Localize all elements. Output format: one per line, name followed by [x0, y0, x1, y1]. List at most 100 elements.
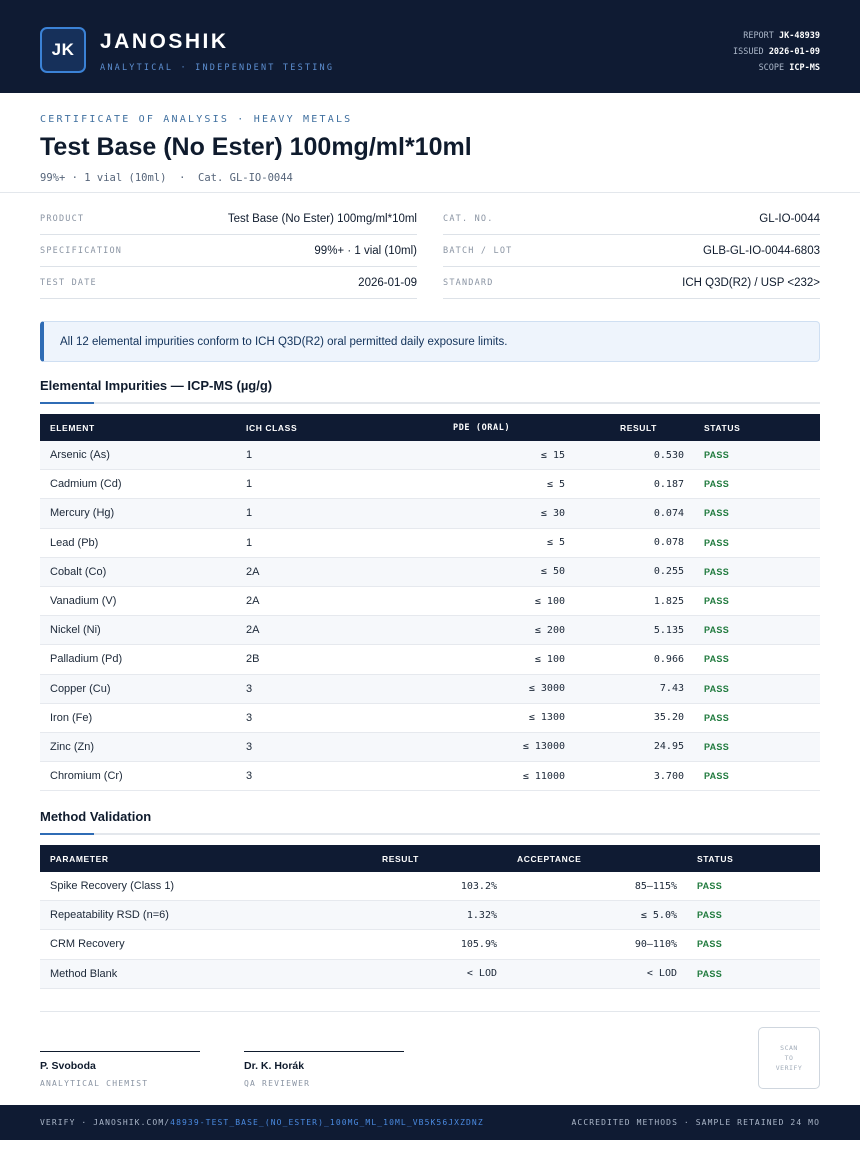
- report-label: REPORT: [743, 31, 774, 41]
- cell-result: 103.2%: [460, 880, 497, 892]
- info-key: BATCH / LOT: [443, 245, 513, 256]
- cell-element: Copper (Cu): [50, 682, 111, 695]
- validation-heading: Method Validation: [40, 809, 152, 824]
- col-result: RESULT: [620, 422, 657, 433]
- info-row: BATCH / LOT GLB-GL-IO-0044-6803: [443, 235, 820, 267]
- info-value: Test Base (No Ester) 100mg/ml*10ml: [227, 212, 417, 225]
- cell-element: Mercury (Hg): [50, 507, 115, 520]
- signature-block: P. Svoboda ANALYTICAL CHEMIST: [40, 1051, 200, 1088]
- scope-label: SCOPE: [758, 63, 785, 73]
- report-header: JK JANOSHIK ANALYTICAL · INDEPENDENT TES…: [0, 0, 860, 93]
- info-value: 2026-01-09: [358, 276, 417, 289]
- page-subtitle: 99%+ · 1 vial (10ml) · Cat. GL-IO-0044: [40, 172, 293, 184]
- info-row: SPECIFICATION 99%+ · 1 vial (10ml): [40, 235, 417, 267]
- cell-class: 3: [246, 770, 253, 783]
- issued-date: 2026-01-09: [768, 47, 820, 57]
- status-badge: PASS: [704, 537, 730, 548]
- status-badge: PASS: [704, 741, 730, 752]
- cell-result: 3.700: [653, 770, 684, 782]
- cell-acceptance: 90–110%: [634, 938, 677, 950]
- status-badge: PASS: [704, 596, 730, 607]
- cell-element: Chromium (Cr): [50, 770, 123, 783]
- cell-pde: ≤ 3000: [528, 683, 565, 695]
- col-parameter: PARAMETER: [50, 853, 109, 864]
- cell-result: 0.078: [653, 537, 684, 549]
- brand-name: JANOSHIK: [100, 30, 229, 53]
- cell-parameter: Spike Recovery (Class 1): [50, 880, 175, 893]
- section-rule-accent: [40, 833, 94, 835]
- certificate-label: CERTIFICATE OF ANALYSIS · HEAVY METALS: [40, 114, 353, 125]
- report-footer: VERIFY · JANOSHIK.COM/48939-TEST_BASE_(N…: [0, 1105, 860, 1140]
- validation-table: PARAMETER RESULT ACCEPTANCE STATUS Spike…: [40, 845, 820, 989]
- logo-badge: JK: [40, 27, 86, 73]
- divider: [40, 1011, 820, 1012]
- cell-result: 0.255: [653, 566, 684, 578]
- report-id: JK-48939: [779, 31, 820, 41]
- info-key: TEST DATE: [40, 277, 97, 288]
- verify-prefix: VERIFY · JANOSHIK.COM/: [40, 1118, 171, 1127]
- status-badge: PASS: [704, 771, 730, 782]
- info-row: PRODUCT Test Base (No Ester) 100mg/ml*10…: [40, 203, 417, 235]
- table-header: PARAMETER RESULT ACCEPTANCE STATUS: [40, 845, 820, 872]
- cell-pde: ≤ 15: [540, 449, 565, 461]
- cell-pde: ≤ 30: [540, 507, 565, 519]
- verify-qr-placeholder[interactable]: SCAN TO VERIFY: [758, 1027, 820, 1089]
- table-row: Chromium (Cr) 3 ≤ 11000 3.700 PASS: [40, 762, 820, 792]
- qr-text-line: SCAN: [780, 1044, 798, 1052]
- table-row: Mercury (Hg) 1 ≤ 30 0.074 PASS: [40, 499, 820, 529]
- cell-class: 2A: [246, 595, 260, 608]
- col-pde: PDE (ORAL): [453, 422, 511, 433]
- divider: [0, 192, 860, 193]
- cell-result: 105.9%: [460, 938, 497, 950]
- cell-result: 1.825: [653, 595, 684, 607]
- section-rule: [40, 402, 820, 404]
- page-title: Test Base (No Ester) 100mg/ml*10ml: [40, 133, 472, 161]
- cell-result: 35.20: [653, 712, 684, 724]
- status-badge: PASS: [704, 683, 730, 694]
- cell-acceptance: ≤ 5.0%: [640, 909, 677, 921]
- conformance-callout: All 12 elemental impurities conform to I…: [40, 321, 820, 362]
- table-row: Spike Recovery (Class 1) 103.2% 85–115% PAS…: [40, 872, 820, 902]
- cell-class: 1: [246, 478, 253, 491]
- cell-element: Nickel (Ni): [50, 624, 101, 637]
- status-badge: PASS: [697, 910, 723, 921]
- signature-name: P. Svoboda: [40, 1060, 96, 1072]
- issued-line: ISSUED 2026-01-09: [733, 44, 820, 60]
- info-key: PRODUCT: [40, 213, 85, 224]
- qr-text-line: VERIFY: [775, 1064, 803, 1072]
- info-column-right: CAT. NO. GL-IO-0044 BATCH / LOT GLB-GL-I…: [443, 203, 820, 299]
- table-row: Arsenic (As) 1 ≤ 15 0.530 PASS: [40, 441, 820, 471]
- info-row: STANDARD ICH Q3D(R2) / USP <232>: [443, 267, 820, 299]
- cell-pde: ≤ 11000: [522, 770, 565, 782]
- verify-link[interactable]: 48939-TEST_BASE_(NO_ESTER)_100MG_ML_10ML…: [170, 1118, 484, 1127]
- cell-parameter: Repeatability RSD (n=6): [50, 909, 169, 922]
- section-rule: [40, 833, 820, 835]
- cell-pde: ≤ 5: [546, 537, 565, 549]
- impurities-table: ELEMENT ICH CLASS PDE (ORAL) RESULT STAT…: [40, 414, 820, 792]
- cell-element: Zinc (Zn): [50, 740, 94, 753]
- cell-class: 1: [246, 536, 253, 549]
- qr-text-line: TO: [784, 1054, 794, 1062]
- info-value: GL-IO-0044: [759, 212, 820, 225]
- col-class: ICH CLASS: [246, 422, 298, 433]
- cell-acceptance: < LOD: [646, 968, 677, 980]
- report-id-line: REPORT JK-48939: [733, 28, 820, 44]
- cell-result: 24.95: [653, 741, 684, 753]
- cell-result: 7.43: [659, 683, 684, 695]
- table-row: Cobalt (Co) 2A ≤ 50 0.255 PASS: [40, 557, 820, 587]
- cell-pde: ≤ 13000: [522, 741, 565, 753]
- cell-pde: ≤ 200: [534, 624, 565, 636]
- table-row: Zinc (Zn) 3 ≤ 13000 24.95 PASS: [40, 732, 820, 763]
- info-value: ICH Q3D(R2) / USP <232>: [682, 276, 820, 289]
- signature-role: ANALYTICAL CHEMIST: [40, 1079, 149, 1088]
- cell-element: Palladium (Pd): [50, 653, 123, 666]
- status-badge: PASS: [704, 625, 730, 636]
- cell-result: 0.187: [653, 478, 684, 490]
- info-key: SPECIFICATION: [40, 245, 123, 256]
- brand-tagline: ANALYTICAL · INDEPENDENT TESTING: [100, 63, 335, 73]
- table-row: Copper (Cu) 3 ≤ 3000 7.43 PASS: [40, 674, 820, 704]
- cell-class: 2A: [246, 624, 260, 637]
- table-row: CRM Recovery 105.9% 90–110% PASS: [40, 930, 820, 960]
- cell-pde: ≤ 100: [534, 595, 565, 607]
- cell-parameter: Method Blank: [50, 967, 118, 980]
